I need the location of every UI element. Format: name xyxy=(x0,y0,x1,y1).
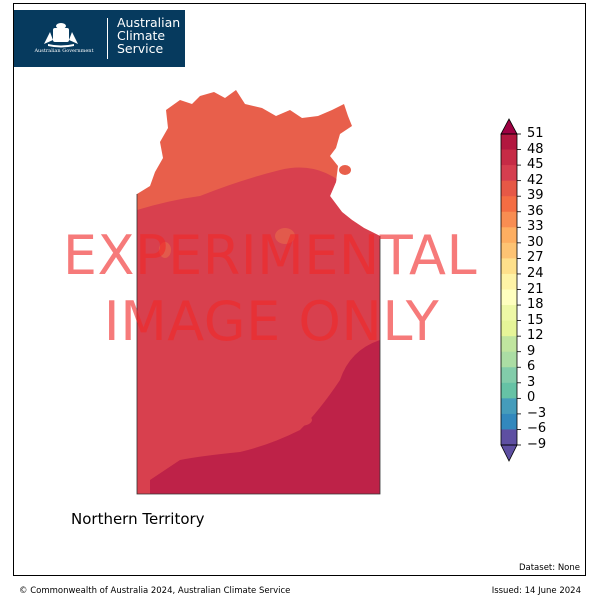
colorbar-band xyxy=(501,289,517,306)
colorbar-band xyxy=(501,227,517,244)
watermark-line-2: IMAGE ONLY xyxy=(103,290,440,353)
colorbar-ticks xyxy=(517,133,521,446)
colorbar-band xyxy=(501,180,517,197)
service-line-1: Australian xyxy=(117,15,181,30)
colorbar-band xyxy=(501,336,517,353)
island xyxy=(339,165,351,175)
colorbar-tick-label: 51 xyxy=(527,126,544,141)
issued-date: Issued: 14 June 2024 xyxy=(491,586,581,596)
colorbar-tick-label: −3 xyxy=(527,405,547,421)
colorbar-band xyxy=(501,196,517,213)
colorbar-tick-label: −6 xyxy=(527,421,547,437)
colorbar-tick-label: 36 xyxy=(527,203,544,219)
map-outline xyxy=(136,194,381,495)
colorbar-tick-label: 0 xyxy=(527,390,536,406)
map-patch xyxy=(275,228,295,244)
australian-government-label: Australian Government xyxy=(34,48,94,54)
colorbar-band xyxy=(501,305,517,322)
colorbar-tick-label: −9 xyxy=(527,437,547,452)
dataset-label: Dataset: None xyxy=(518,563,580,573)
service-line-2: Climate xyxy=(117,28,166,43)
colorbar-tick-label: 33 xyxy=(527,219,544,235)
colorbar-band xyxy=(501,429,517,446)
colorbar-tick-label: 21 xyxy=(527,281,544,297)
colorbar-bands xyxy=(501,134,517,446)
copyright-notice: © Commonwealth of Australia 2024, Austra… xyxy=(19,586,291,596)
climate-service-name: Australian Climate Service xyxy=(117,16,180,55)
colorbar-tick-label: 30 xyxy=(527,234,544,250)
colorbar-tick-label: 24 xyxy=(527,265,544,281)
colorbar-band xyxy=(501,351,517,368)
colorbar-band xyxy=(501,320,517,337)
colorbar-tick-label: 12 xyxy=(527,328,544,344)
colorbar-band xyxy=(501,165,517,182)
map-patch xyxy=(288,414,312,426)
colorbar-band xyxy=(501,258,517,275)
watermark-line-1: EXPERIMENTAL xyxy=(62,224,478,287)
colorbar-band xyxy=(501,149,517,166)
colorbar-tick-label: 3 xyxy=(527,374,536,390)
colorbar-band xyxy=(501,382,517,399)
service-line-3: Service xyxy=(117,41,164,56)
colorbar-extend-min xyxy=(500,444,518,462)
coat-of-arms-icon xyxy=(44,23,78,48)
map-region-south xyxy=(150,340,380,494)
colorbar-band xyxy=(501,398,517,415)
colorbar-tick-label: 39 xyxy=(527,188,544,204)
colorbar-tick-label: 27 xyxy=(527,250,544,266)
colorbar-band xyxy=(501,211,517,228)
colorbar-tick-label: 18 xyxy=(527,297,544,313)
colorbar-tick-label: 15 xyxy=(527,312,544,328)
colorbar-band xyxy=(501,242,517,259)
colorbar-tick-label: 42 xyxy=(527,172,544,188)
map-patch xyxy=(159,242,171,258)
colorbar-tick-label: 48 xyxy=(527,141,544,157)
australian-climate-service-logo: Australian Government Australian Climate… xyxy=(14,10,185,67)
region-label: Northern Territory xyxy=(71,510,205,528)
colorbar-band xyxy=(501,367,517,384)
colorbar-extend-max xyxy=(500,118,518,135)
colorbar-tick-label: 9 xyxy=(527,343,536,359)
colorbar-tick-label: 6 xyxy=(527,359,536,375)
colorbar-tick-label: 45 xyxy=(527,157,544,173)
logo-divider xyxy=(107,18,108,59)
colorbar-band xyxy=(501,134,517,151)
colorbar-band xyxy=(501,413,517,430)
colorbar-band xyxy=(501,273,517,290)
